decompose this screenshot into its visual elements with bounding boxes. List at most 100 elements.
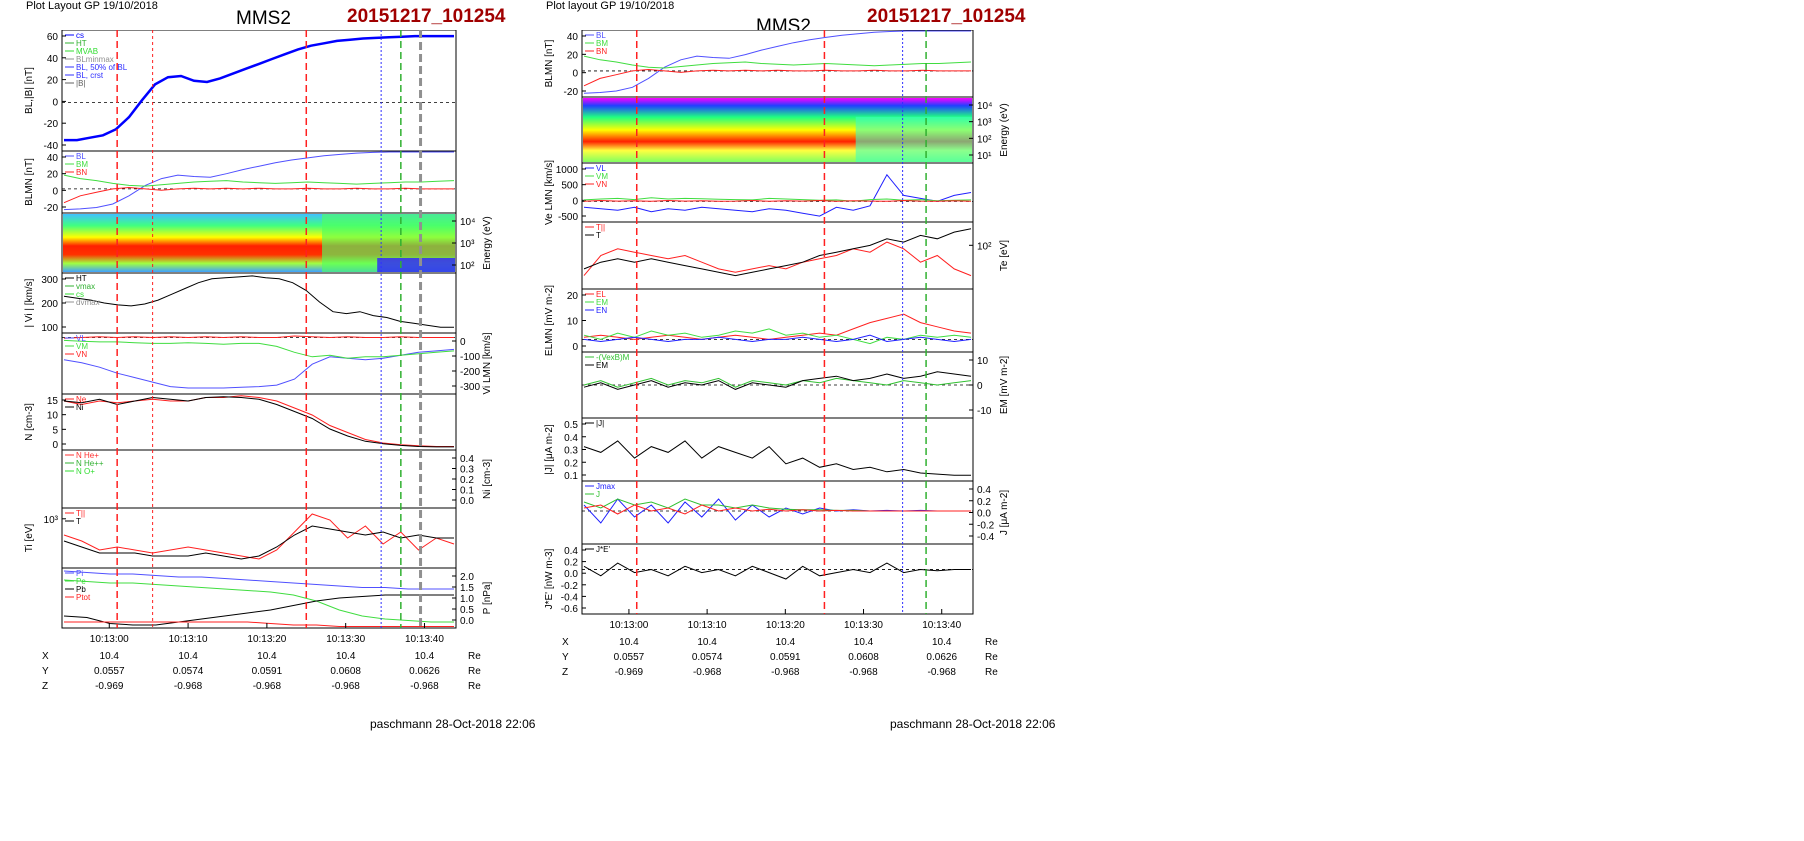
y-tick-label: -0.2	[561, 581, 579, 592]
x-tick-label: 10:13:30	[326, 634, 365, 645]
series-line	[63, 579, 454, 623]
legend-label: Pe	[76, 577, 86, 586]
series-line	[583, 30, 971, 94]
legend-label: cs	[76, 31, 84, 40]
y-tick-label: -0.6	[561, 604, 579, 615]
y-axis-label: EM [mV m-2]	[999, 356, 1010, 415]
series-line	[63, 348, 455, 389]
legend-label: VM	[596, 172, 608, 181]
y-tick-label: 0.3	[564, 446, 578, 457]
ephemeris-label: X	[562, 637, 569, 648]
legend-label: T	[596, 231, 601, 240]
y-tick-label: 10¹	[977, 151, 992, 162]
legend-label: Pb	[76, 585, 86, 594]
y-tick-label: 10	[567, 317, 579, 328]
series-line	[63, 151, 454, 211]
ephemeris-label: Y	[562, 652, 569, 663]
y-tick-label: 0.2	[460, 475, 474, 486]
footer-credit: paschmann 28-Oct-2018 22:06	[890, 717, 1056, 731]
ephemeris-value: 10.4	[415, 651, 435, 662]
ephemeris-value: -0.968	[410, 681, 439, 692]
ephemeris-value: -0.968	[332, 681, 361, 692]
series-line	[583, 173, 972, 217]
series-line	[583, 199, 972, 202]
series-line	[583, 334, 972, 343]
ephemeris-label: Z	[562, 667, 568, 678]
spacecraft-title: MMS2	[236, 8, 291, 29]
spectrogram-low	[377, 258, 455, 272]
legend-label: Jmax	[596, 482, 615, 491]
y-tick-label: -20	[44, 119, 59, 130]
ephemeris-unit: Re	[985, 637, 998, 648]
series-line	[63, 174, 455, 187]
spectrogram-sheath	[855, 116, 972, 162]
y-tick-label: 0	[460, 337, 466, 348]
ephemeris-value: 0.0557	[614, 652, 645, 663]
legend-label: Ne	[76, 395, 87, 404]
panel-frame	[61, 393, 457, 451]
series-line	[63, 275, 454, 328]
ephemeris-value: 10.4	[178, 651, 198, 662]
y-tick-label: 10	[47, 411, 59, 422]
y-tick-label: 500	[561, 181, 578, 192]
legend-label: T||	[76, 509, 85, 518]
panel-frame	[581, 543, 974, 615]
panel-frame	[61, 507, 457, 569]
y-tick-label: 10	[977, 356, 989, 367]
ephemeris-value: -0.968	[174, 681, 203, 692]
panel-frame	[61, 30, 457, 152]
ephemeris-label: X	[42, 651, 49, 662]
y-tick-label: 0	[52, 440, 58, 451]
y-tick-label: 0.0	[460, 616, 474, 627]
series-line	[583, 377, 972, 388]
y-tick-label: 0.1	[460, 486, 474, 497]
legend-label: BL	[76, 152, 86, 161]
y-tick-label: 10²	[460, 261, 475, 272]
y-tick-label: 0	[572, 196, 578, 207]
y-axis-label: Vi LMN [km/s]	[482, 332, 493, 394]
layout-label: Plot Layout GP 19/10/2018	[26, 0, 158, 12]
ephemeris-value: 10.4	[776, 637, 796, 648]
ephemeris-label: Y	[42, 666, 49, 677]
ephemeris-value: -0.969	[615, 667, 644, 678]
y-axis-label: Ni [cm-3]	[482, 459, 493, 499]
y-axis-label: P [nPa]	[482, 581, 493, 614]
y-axis-label: Ti [eV]	[24, 524, 35, 553]
ephemeris-unit: Re	[468, 651, 481, 662]
ephemeris-value: 10.4	[257, 651, 277, 662]
panel-frame	[581, 221, 974, 290]
y-tick-label: 2.0	[460, 572, 474, 583]
x-tick-label: 10:13:20	[766, 620, 805, 631]
legend-label: BL, crst	[76, 71, 104, 80]
y-tick-label: 10⁴	[460, 217, 475, 228]
y-tick-label: -500	[558, 212, 578, 223]
right-page: Plot layout GP 19/10/2018 MMS2 20151217_…	[520, 0, 1120, 841]
y-tick-label: -300	[460, 382, 480, 393]
legend-label: BN	[596, 47, 607, 56]
ephemeris-value: 10.4	[932, 637, 952, 648]
y-tick-label: 0.4	[564, 546, 578, 557]
legend-label: BN	[76, 168, 87, 177]
y-tick-label: 40	[567, 32, 579, 43]
y-tick-label: -10	[977, 406, 992, 417]
y-tick-label: 0.2	[564, 558, 578, 569]
left-page: Plot Layout GP 19/10/2018 MMS2 20151217_…	[0, 0, 900, 841]
legend-label: -(VexB)M	[596, 353, 630, 362]
ephemeris-value: 0.0608	[330, 666, 361, 677]
ephemeris-value: -0.969	[95, 681, 124, 692]
y-axis-label: | Vi | [km/s]	[24, 278, 35, 327]
y-axis-label: BL,|B| [nT]	[24, 67, 35, 114]
y-tick-label: 60	[47, 32, 59, 43]
ephemeris-value: 10.4	[336, 651, 356, 662]
ephemeris-value: -0.968	[771, 667, 800, 678]
ephemeris-value: 10.4	[854, 637, 874, 648]
y-tick-label: 0	[52, 97, 58, 108]
legend-label: dvmax	[76, 298, 100, 307]
y-tick-label: 0.4	[460, 454, 474, 465]
series-line	[63, 396, 454, 448]
panel-frame	[61, 567, 457, 629]
y-tick-label: 0.4	[977, 485, 991, 496]
y-tick-label: 0	[52, 186, 58, 197]
y-tick-label: -20	[564, 87, 579, 98]
